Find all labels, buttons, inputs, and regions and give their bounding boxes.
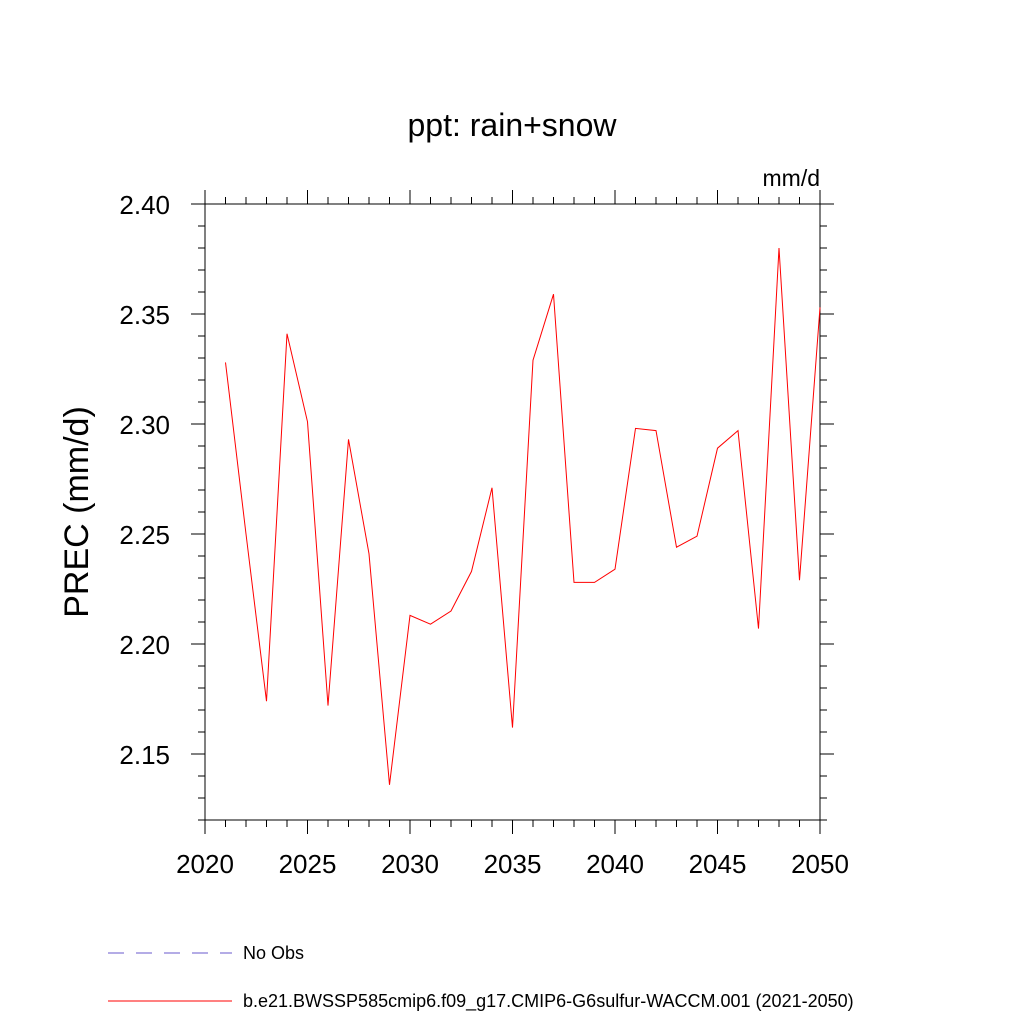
x-tick-label: 2040 xyxy=(586,849,644,879)
x-tick-label: 2035 xyxy=(484,849,542,879)
chart-title: ppt: rain+snow xyxy=(407,107,617,143)
series-line xyxy=(225,247,821,785)
x-tick-label: 2050 xyxy=(791,849,849,879)
axes: 2020 2025 2030 2035 2040 2045 2050 2.15 2.20 2.25… xyxy=(119,190,849,879)
y-tick-label: 2.40 xyxy=(119,190,170,220)
y-tick-label: 2.35 xyxy=(119,300,170,330)
x-tick-label: 2045 xyxy=(689,849,747,879)
y-tick-label: 2.30 xyxy=(119,410,170,440)
x-tick-label: 2030 xyxy=(381,849,439,879)
y-tick-label: 2.20 xyxy=(119,630,170,660)
legend-label: b.e21.BWSSP585cmip6.f09_g17.CMIP6-G6sulf… xyxy=(243,991,854,1012)
y-tick-label: 2.25 xyxy=(119,520,170,550)
units-label: mm/d xyxy=(763,165,821,191)
series-layer xyxy=(225,247,821,785)
x-tick-label: 2020 xyxy=(176,849,234,879)
y-axis-label: PREC (mm/d) xyxy=(58,406,96,618)
y-tick-label: 2.15 xyxy=(119,740,170,770)
legend: No Obs b.e21.BWSSP585cmip6.f09_g17.CMIP6-… xyxy=(108,943,854,1012)
legend-label: No Obs xyxy=(243,943,304,963)
x-tick-label: 2025 xyxy=(279,849,337,879)
